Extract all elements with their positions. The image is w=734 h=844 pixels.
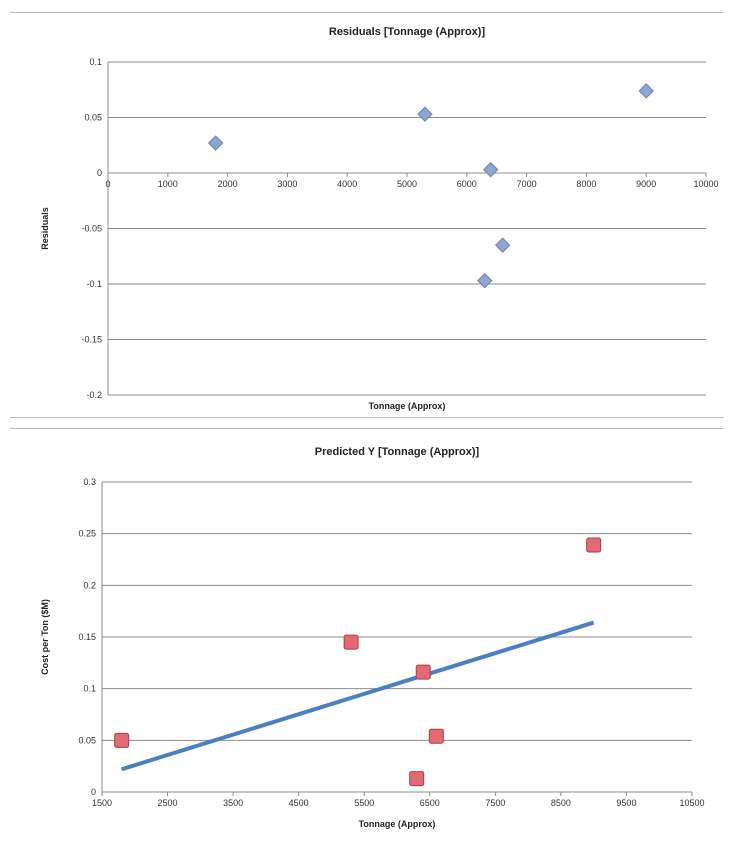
predicted-y-tick-label: 0.25 (78, 529, 96, 539)
predicted-x-tick-label: 8500 (551, 798, 571, 808)
residuals-y-tick-label: -0.05 (81, 224, 102, 234)
residuals-chart-panel: Residuals [Tonnage (Approx)] 0.1 0.05 0 -0.0… (10, 12, 724, 418)
residuals-x-tick-label: 8000 (576, 179, 596, 189)
predicted-x-tick-label: 2500 (158, 798, 178, 808)
predicted-trendline (121, 620, 595, 772)
residuals-x-axis-label: Tonnage (Approx) (369, 401, 446, 411)
residuals-x-tick-label: 9000 (636, 179, 656, 189)
predicted-x-tick-label: 10500 (679, 798, 704, 808)
predicted-data-point (428, 728, 444, 744)
predicted-x-tick-label: 9500 (616, 798, 636, 808)
predicted-chart-title: Predicted Y [Tonnage (Approx)] (315, 446, 480, 458)
residuals-x-tick-label: 2000 (218, 179, 238, 189)
residuals-y-axis-label: Residuals (40, 207, 50, 250)
residuals-chart-title: Residuals [Tonnage (Approx)] (329, 26, 486, 38)
predicted-y-tick-label: 0.1 (83, 684, 96, 694)
residuals-x-tick-label: 10000 (693, 179, 718, 189)
predicted-y-tick-label: 0.05 (78, 735, 96, 745)
predicted-x-tick-label: 6500 (420, 798, 440, 808)
predicted-data-point (114, 732, 130, 748)
residuals-data-point (417, 106, 433, 122)
residuals-x-tick-label: 7000 (517, 179, 537, 189)
residuals-x-tick-label: 0 (105, 179, 110, 189)
residuals-y-tick-label: 0.1 (89, 57, 102, 67)
residuals-x-tick-label: 6000 (457, 179, 477, 189)
residuals-data-point (483, 161, 499, 178)
residuals-y-tick-label: 0.05 (84, 113, 102, 123)
residuals-y-tick-label: -0.1 (86, 279, 102, 289)
residuals-data-point (207, 135, 224, 151)
predicted-y-tick-label: 0.15 (78, 632, 96, 642)
residuals-x-tick-label: 4000 (337, 179, 357, 189)
residuals-data-point (638, 83, 654, 99)
residuals-chart: Residuals [Tonnage (Approx)] 0.1 0.05 0 -0.0… (40, 26, 719, 411)
residuals-y-tick-label: 0 (97, 168, 102, 178)
residuals-x-tick-label: 5000 (397, 179, 417, 189)
residuals-x-tick-label: 3000 (277, 179, 297, 189)
predicted-data-point (409, 771, 425, 787)
predicted-x-tick-label: 1500 (92, 798, 112, 808)
predicted-data-point (586, 537, 602, 553)
predicted-x-tick-label: 4500 (289, 798, 309, 808)
predicted-data-point (415, 664, 431, 680)
predicted-y-axis-label: Cost per Ton ($M) (40, 599, 50, 675)
predicted-x-tick-label: 7500 (485, 798, 505, 808)
predicted-y-chart-panel: Predicted Y [Tonnage (Approx)] 0.3 0.25 0.2… (10, 428, 724, 835)
predicted-data-point (343, 634, 359, 650)
predicted-y-tick-label: 0.3 (83, 477, 96, 487)
predicted-x-axis-label: Tonnage (Approx) (359, 819, 436, 829)
predicted-x-tick-label: 5500 (354, 798, 374, 808)
predicted-x-tick-label: 3500 (223, 798, 243, 808)
residuals-data-point (494, 237, 511, 253)
predicted-y-chart: Predicted Y [Tonnage (Approx)] 0.3 0.25 0.2… (40, 446, 705, 829)
predicted-y-tick-label: 0.2 (83, 580, 96, 590)
residuals-x-tick-label: 1000 (158, 179, 178, 189)
residuals-y-tick-label: -0.2 (86, 390, 102, 400)
residuals-data-point (477, 272, 493, 289)
residuals-y-tick-label: -0.15 (81, 335, 102, 345)
predicted-y-tick-label: 0 (91, 787, 96, 797)
